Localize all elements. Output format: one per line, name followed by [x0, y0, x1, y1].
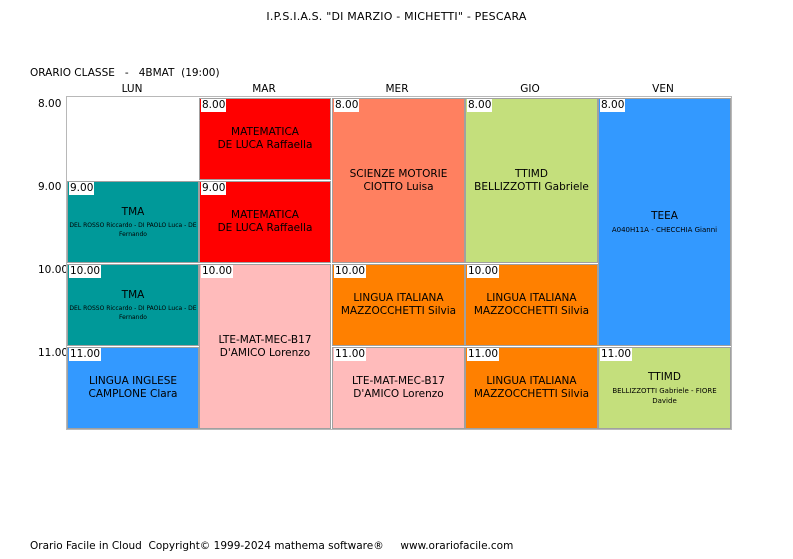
lesson-teacher: MAZZOCCHETTI Silvia	[340, 305, 457, 317]
lesson-teacher: A040H11A - CHECCHIA Gianni	[611, 225, 718, 234]
lesson-teacher: MAZZOCCHETTI Silvia	[473, 305, 590, 317]
lesson-start-time: 10.00	[201, 265, 234, 278]
lesson-teacher: BELLIZZOTTI Gabriele - FIORE Davide	[612, 386, 717, 405]
day-header-thu: GIO	[520, 83, 540, 95]
lesson-start-time: 10.00	[467, 265, 500, 278]
lesson-subject: TMA	[121, 205, 145, 218]
lesson-start-time: 9.00	[69, 182, 95, 195]
hour-label-8: 8.00	[38, 98, 62, 110]
lesson-subject: TTIMD	[515, 167, 548, 180]
timetable-grid	[66, 96, 732, 430]
lesson-teacher: MAZZOCCHETTI Silvia	[473, 388, 590, 400]
lesson-start-time: 8.00	[467, 99, 493, 112]
hour-label-10: 10.00	[38, 264, 69, 276]
lesson-cell[interactable]: 10.00 LINGUA ITALIANA MAZZOCCHETTI Silvi…	[332, 264, 465, 346]
lesson-cell[interactable]: 8.00 TEEA A040H11A - CHECCHIA Gianni	[598, 98, 731, 346]
lesson-cell[interactable]: 10.00 TMA DEL ROSSO Riccardo - DI PAOLO …	[67, 264, 199, 346]
lesson-subject: LTE-MAT-MEC-B17	[352, 375, 445, 387]
lesson-subject: LINGUA INGLESE	[88, 375, 177, 387]
lesson-cell[interactable]: 8.00 TTIMD BELLIZZOTTI Gabriele	[465, 98, 598, 263]
day-header-mon: LUN	[121, 83, 143, 95]
lesson-teacher: DE LUCA Raffaella	[217, 139, 313, 151]
lesson-cell[interactable]: 11.00 LINGUA INGLESE CAMPLONE Clara	[67, 347, 199, 429]
lesson-start-time: 11.00	[467, 348, 500, 361]
lesson-cell[interactable]: 11.00 TTIMD BELLIZZOTTI Gabriele - FIORE…	[598, 347, 731, 429]
lesson-subject: TMA	[121, 288, 145, 301]
lesson-start-time: 9.00	[201, 182, 227, 195]
lesson-teacher: DEL ROSSO Riccardo - DI PAOLO Luca - DE …	[69, 304, 197, 321]
lesson-teacher: CAMPLONE Clara	[88, 388, 178, 400]
lesson-start-time: 11.00	[69, 348, 102, 361]
lesson-start-time: 8.00	[600, 99, 626, 112]
footer-copyright: Orario Facile in Cloud Copyright© 1999-2…	[30, 540, 514, 552]
day-header-wed: MER	[385, 83, 409, 95]
day-header-fri: VEN	[652, 83, 674, 95]
lesson-teacher: DE LUCA Raffaella	[217, 222, 313, 234]
school-title: I.P.S.I.A.S. "DI MARZIO - MICHETTI" - PE…	[266, 10, 527, 23]
lesson-subject: LTE-MAT-MEC-B17	[218, 333, 312, 346]
lesson-subject: SCIENZE MOTORIE	[349, 167, 448, 180]
lesson-subject: LINGUA ITALIANA	[486, 375, 577, 387]
lesson-cell[interactable]: 8.00 MATEMATICA DE LUCA Raffaella	[199, 98, 331, 180]
lesson-subject: MATEMATICA	[231, 126, 299, 138]
lesson-teacher: D'AMICO Lorenzo	[353, 388, 444, 400]
lesson-subject: LINGUA ITALIANA	[486, 292, 577, 304]
lesson-cell[interactable]: 9.00 TMA DEL ROSSO Riccardo - DI PAOLO L…	[67, 181, 199, 263]
lesson-teacher: D'AMICO Lorenzo	[219, 346, 311, 359]
lesson-teacher: CIOTTO Luisa	[363, 180, 434, 193]
lesson-subject: TEEA	[651, 209, 678, 222]
hour-label-9: 9.00	[38, 181, 62, 193]
lesson-cell[interactable]: 11.00 LTE-MAT-MEC-B17 D'AMICO Lorenzo	[332, 347, 465, 429]
lesson-teacher: BELLIZZOTTI Gabriele	[474, 180, 589, 193]
hour-label-11: 11.00	[38, 347, 69, 359]
lesson-start-time: 10.00	[69, 265, 102, 278]
lesson-cell[interactable]: 8.00 SCIENZE MOTORIE CIOTTO Luisa	[332, 98, 465, 263]
lesson-start-time: 11.00	[334, 348, 367, 361]
lesson-cell[interactable]: 10.00 LTE-MAT-MEC-B17 D'AMICO Lorenzo	[199, 264, 331, 429]
lesson-start-time: 8.00	[201, 99, 227, 112]
lesson-subject: MATEMATICA	[231, 209, 299, 221]
lesson-subject: LINGUA ITALIANA	[353, 292, 444, 304]
lesson-cell[interactable]: 11.00 LINGUA ITALIANA MAZZOCCHETTI Silvi…	[465, 347, 598, 429]
lesson-start-time: 8.00	[334, 99, 360, 112]
lesson-start-time: 11.00	[600, 348, 633, 361]
day-header-tue: MAR	[252, 83, 276, 95]
lesson-cell[interactable]: 9.00 MATEMATICA DE LUCA Raffaella	[199, 181, 331, 263]
lesson-start-time: 10.00	[334, 265, 367, 278]
class-title: ORARIO CLASSE - 4BMAT (19:00)	[30, 67, 220, 79]
lesson-cell[interactable]: 10.00 LINGUA ITALIANA MAZZOCCHETTI Silvi…	[465, 264, 598, 346]
lesson-teacher: DEL ROSSO Riccardo - DI PAOLO Luca - DE …	[69, 221, 197, 238]
lesson-subject: TTIMD	[648, 370, 681, 383]
